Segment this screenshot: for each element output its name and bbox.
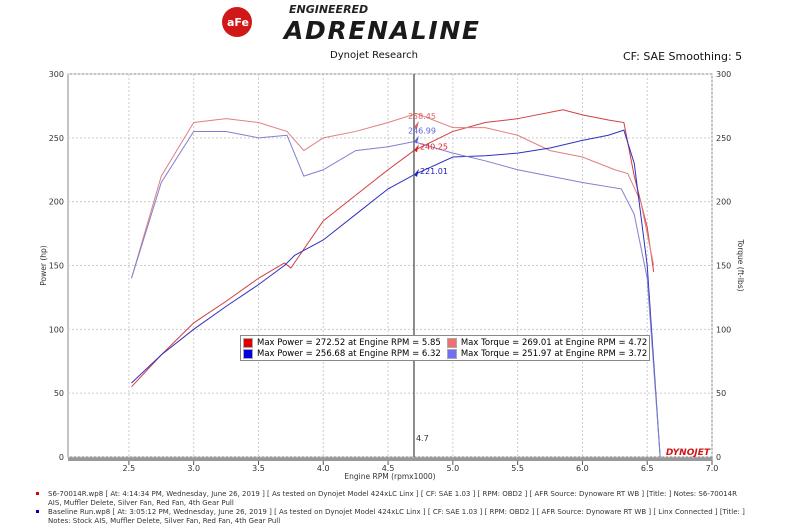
x-tick-label: 6.5 xyxy=(641,464,654,473)
y-tick-label: 50 xyxy=(54,389,64,398)
run-note: Baseline Run.wp8 [ At: 3:05:12 PM, Wedne… xyxy=(48,508,745,525)
cursor-marker-icon xyxy=(413,121,419,130)
cursor-rpm-label: 4.7 xyxy=(416,434,429,443)
cursor-marker-icon xyxy=(413,144,419,153)
x-tick-label: 3.5 xyxy=(252,464,265,473)
y2-tick-label: 250 xyxy=(716,134,731,143)
run-marker-icon xyxy=(36,510,39,513)
dynojet-watermark: DYNOJET xyxy=(666,448,711,458)
cursor-value-label: 221.01 xyxy=(420,167,448,176)
run-marker-icon xyxy=(36,492,39,495)
y2-tick-label: 100 xyxy=(716,325,731,334)
cursor-value-label: 258.45 xyxy=(408,112,436,121)
legend-item: Max Torque = 269.01 at Engine RPM = 4.72 xyxy=(446,337,647,348)
x-axis-bar xyxy=(68,457,712,461)
legend-item: Max Power = 272.52 at Engine RPM = 5.85 xyxy=(243,337,441,348)
cursor-marker-icon xyxy=(413,135,419,144)
chart-subtitle: Dynojet Research xyxy=(330,50,418,61)
legend-item: Max Torque = 251.97 at Engine RPM = 3.72 xyxy=(446,348,647,359)
legend: Max Power = 272.52 at Engine RPM = 5.85 M… xyxy=(240,335,651,361)
x-tick-label: 7.0 xyxy=(706,464,719,473)
cursor-value-label: 240.25 xyxy=(420,142,448,151)
y-tick-label: 200 xyxy=(49,198,64,207)
legend-item: Max Power = 256.68 at Engine RPM = 6.32 xyxy=(243,348,441,359)
y-tick-label: 250 xyxy=(49,134,64,143)
cursor-marker-icon xyxy=(413,168,419,177)
series-line-3 xyxy=(131,130,661,458)
x-tick-label: 5.5 xyxy=(511,464,524,473)
y2-tick-label: 300 xyxy=(716,70,731,79)
y2-tick-label: 0 xyxy=(716,453,721,462)
y-tick-label: 300 xyxy=(49,70,64,79)
x-axis-label: Engine RPM (rpmx1000) xyxy=(344,472,435,481)
x-tick-label: 3.0 xyxy=(187,464,200,473)
svg-text:ADRENALINE: ADRENALINE xyxy=(282,16,479,42)
y2-axis-label: Torque (ft-lbs) xyxy=(736,238,745,291)
cursor-value-label: 246.99 xyxy=(408,127,436,136)
svg-text:aFe: aFe xyxy=(227,16,249,29)
x-tick-label: 4.0 xyxy=(317,464,330,473)
y2-tick-label: 50 xyxy=(716,389,726,398)
y-tick-label: 150 xyxy=(49,262,64,271)
x-tick-label: 2.5 xyxy=(123,464,136,473)
y2-tick-label: 200 xyxy=(716,198,731,207)
y-tick-label: 100 xyxy=(49,325,64,334)
afe-adrenaline-logo: aFe ENGINEERED ADRENALINE xyxy=(222,3,479,42)
y-tick-label: 0 xyxy=(59,453,64,462)
y-axis-label: Power (hp) xyxy=(39,245,48,286)
x-tick-label: 6.0 xyxy=(576,464,589,473)
series-line-1 xyxy=(131,113,655,279)
x-tick-label: 4.5 xyxy=(382,464,395,473)
x-tick-label: 5.0 xyxy=(446,464,459,473)
run-note: S6-70014R.wp8 [ At: 4:14:34 PM, Wednesda… xyxy=(48,490,737,507)
settings-text: CF: SAE Smoothing: 5 xyxy=(623,50,743,63)
y2-tick-label: 150 xyxy=(716,262,731,271)
svg-text:ENGINEERED: ENGINEERED xyxy=(289,3,368,16)
